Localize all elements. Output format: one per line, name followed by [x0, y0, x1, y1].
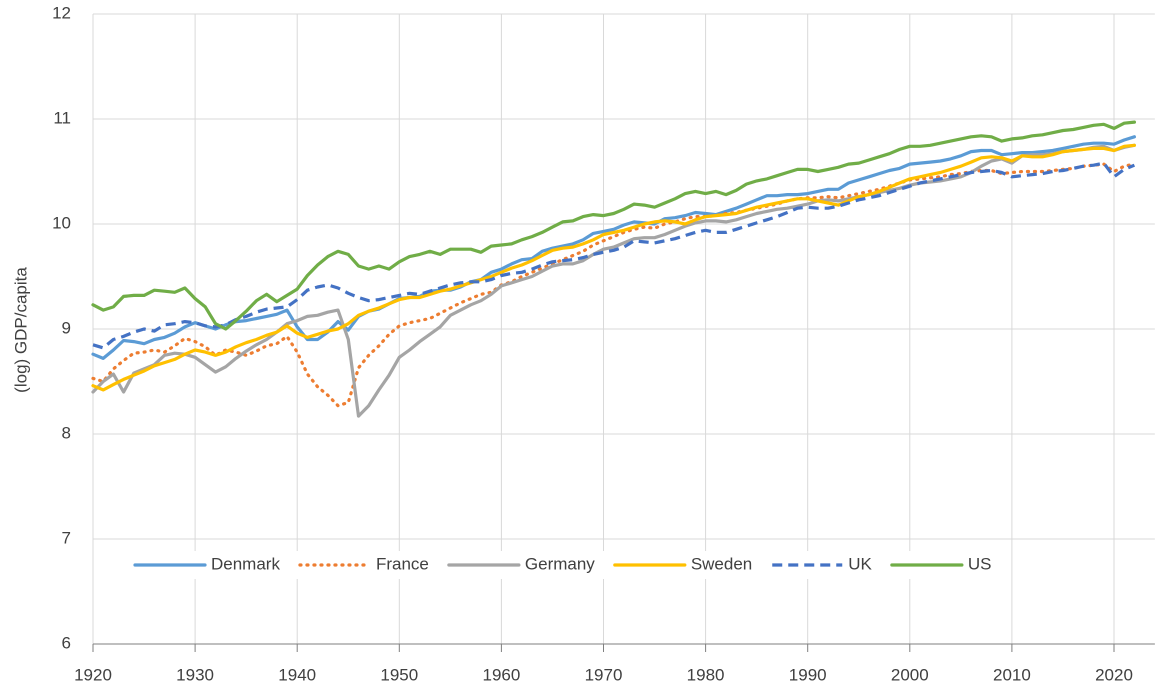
legend-label: Sweden — [691, 554, 752, 573]
y-tick-label: 12 — [52, 3, 71, 22]
x-tick-label: 1960 — [482, 665, 520, 684]
legend-background — [125, 551, 1002, 579]
x-tick-label: 2020 — [1095, 665, 1133, 684]
legend-label: France — [376, 554, 429, 573]
y-tick-label: 8 — [62, 423, 71, 442]
y-tick-label: 7 — [62, 528, 71, 547]
x-tick-label: 1980 — [687, 665, 725, 684]
x-tick-label: 1930 — [176, 665, 214, 684]
x-tick-label: 1990 — [789, 665, 827, 684]
series-line — [91, 143, 1136, 392]
legend-label: UK — [848, 554, 872, 573]
x-tick-label: 1940 — [278, 665, 316, 684]
y-tick-label: 11 — [53, 108, 71, 127]
y-axis-label: (log) GDP/capita — [11, 267, 30, 393]
x-tick-label: 2010 — [993, 665, 1031, 684]
y-tick-label: 10 — [52, 213, 71, 232]
series-line — [92, 161, 1136, 350]
x-tick-label: 1950 — [380, 665, 418, 684]
x-tick-label: 1920 — [74, 665, 112, 684]
y-tick-label: 9 — [62, 318, 71, 337]
legend-label: Denmark — [211, 554, 280, 573]
legend-label: US — [968, 554, 992, 573]
x-tick-label: 1970 — [585, 665, 623, 684]
series-line — [91, 120, 1136, 331]
series-line — [91, 162, 1136, 408]
x-tick-label: 2000 — [891, 665, 929, 684]
series-line — [91, 135, 1136, 360]
y-tick-label: 6 — [62, 633, 71, 652]
series-line — [91, 143, 1136, 418]
legend-label: Germany — [525, 554, 595, 573]
